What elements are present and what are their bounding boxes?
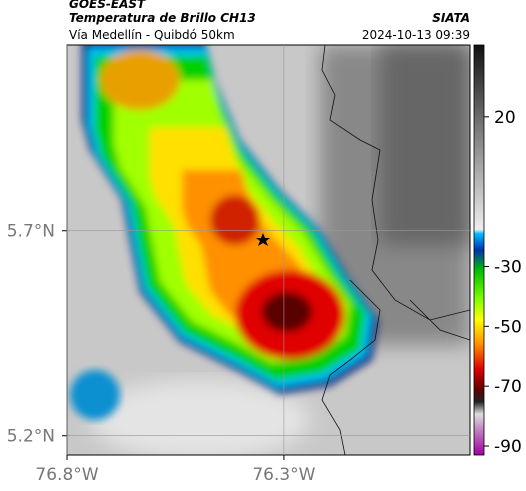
- lat-tick-label: 5.7°N: [7, 222, 55, 242]
- colorbar-tick-label: -30: [494, 257, 522, 277]
- colorbar-tick-label: -90: [494, 437, 522, 457]
- source: GOES-EAST: [69, 0, 146, 11]
- subtitle: Vía Medellín - Quibdó 50km: [69, 28, 235, 42]
- colorbar-tick-label: -70: [494, 377, 522, 397]
- agency: SIATA: [432, 11, 470, 25]
- timestamp: 2024-10-13 09:39: [362, 28, 470, 42]
- lat-tick-label: 5.2°N: [7, 427, 55, 447]
- colorbar-tick-label: -50: [494, 317, 522, 337]
- lon-tick-label: 76.8°W: [35, 465, 98, 485]
- colorbar: [473, 44, 485, 456]
- lon-tick-label: 76.3°W: [252, 465, 315, 485]
- colorbar-tick-label: 20: [494, 108, 516, 128]
- city-marker: [256, 233, 270, 246]
- title: Temperatura de Brillo CH13: [69, 11, 256, 25]
- satellite-image: [67, 45, 470, 455]
